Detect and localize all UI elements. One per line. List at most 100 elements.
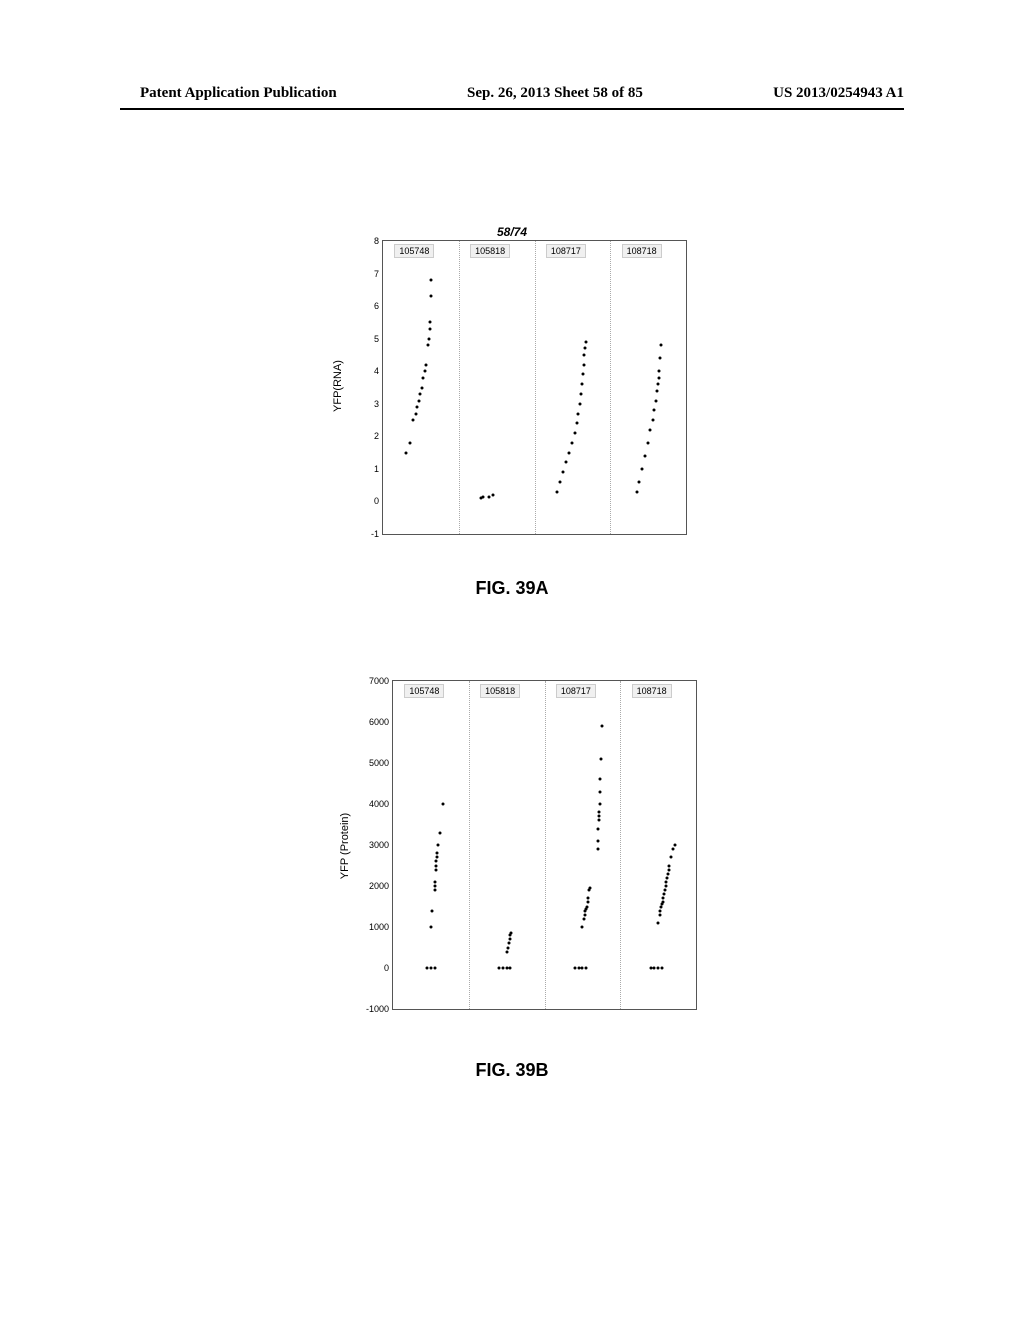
data-point (417, 399, 420, 402)
data-point (666, 876, 669, 879)
data-point (651, 419, 654, 422)
data-point (422, 376, 425, 379)
data-point (585, 905, 588, 908)
data-point (598, 819, 601, 822)
data-point (635, 490, 638, 493)
y-tick: 5000 (369, 758, 393, 768)
data-point (587, 897, 590, 900)
data-point (581, 383, 584, 386)
y-tick: 5 (374, 334, 383, 344)
data-point (598, 778, 601, 781)
patent-header: Patent Application Publication Sep. 26, … (0, 85, 1024, 102)
data-point (430, 279, 433, 282)
header-right: US 2013/0254943 A1 (773, 85, 904, 102)
data-point (585, 967, 588, 970)
data-point (501, 967, 504, 970)
data-point (404, 451, 407, 454)
data-point (644, 454, 647, 457)
data-point (657, 967, 660, 970)
header-center: Sep. 26, 2013 Sheet 58 of 85 (467, 85, 643, 102)
y-tick: 0 (384, 963, 393, 973)
data-point (598, 815, 601, 818)
data-point (431, 909, 434, 912)
y-tick: -1 (371, 529, 383, 539)
data-point (423, 370, 426, 373)
y-tick: 6 (374, 301, 383, 311)
data-point (599, 757, 602, 760)
data-point (425, 363, 428, 366)
y-tick: 3000 (369, 840, 393, 850)
plot-area-a: -1012345678105748105818108717108718 (382, 240, 687, 535)
data-point (433, 889, 436, 892)
panel-divider (610, 241, 611, 534)
data-point (598, 790, 601, 793)
data-point (583, 913, 586, 916)
data-point (658, 913, 661, 916)
data-point (510, 932, 513, 935)
data-point (435, 864, 438, 867)
data-point (573, 967, 576, 970)
data-point (508, 938, 511, 941)
data-point (429, 295, 432, 298)
data-point (653, 409, 656, 412)
data-point (577, 967, 580, 970)
data-point (581, 373, 584, 376)
header-rule (120, 108, 904, 110)
data-point (491, 493, 494, 496)
data-point (659, 357, 662, 360)
data-point (481, 495, 484, 498)
data-point (428, 327, 431, 330)
data-point (649, 967, 652, 970)
data-point (663, 893, 666, 896)
data-point (426, 967, 429, 970)
data-point (429, 926, 432, 929)
data-point (581, 926, 584, 929)
data-point (435, 860, 438, 863)
data-point (556, 490, 559, 493)
plot-area-b: -100001000200030004000500060007000105748… (392, 680, 697, 1010)
y-tick: 4 (374, 366, 383, 376)
y-tick: 1000 (369, 922, 393, 932)
data-point (433, 885, 436, 888)
data-point (657, 376, 660, 379)
panel-divider (545, 681, 546, 1009)
data-point (647, 441, 650, 444)
data-point (571, 441, 574, 444)
data-point (653, 967, 656, 970)
chart-39b: YFP (Protein) -1000010002000300040005000… (312, 680, 712, 1050)
data-point (573, 432, 576, 435)
data-point (663, 889, 666, 892)
y-tick: 8 (374, 236, 383, 246)
header-left: Patent Application Publication (140, 85, 337, 102)
data-point (412, 419, 415, 422)
data-point (437, 844, 440, 847)
panel-divider (469, 681, 470, 1009)
data-point (596, 839, 599, 842)
data-point (660, 344, 663, 347)
data-point (659, 909, 662, 912)
data-point (660, 967, 663, 970)
data-point (428, 321, 431, 324)
data-point (565, 461, 568, 464)
data-point (584, 347, 587, 350)
y-axis-label: YFP(RNA) (332, 360, 344, 412)
data-point (656, 383, 659, 386)
panel-label: 108718 (632, 684, 672, 698)
data-point (433, 880, 436, 883)
panel-label: 108717 (556, 684, 596, 698)
data-point (562, 471, 565, 474)
data-point (649, 428, 652, 431)
data-point (667, 868, 670, 871)
data-point (435, 856, 438, 859)
data-point (505, 967, 508, 970)
data-point (598, 803, 601, 806)
data-point (668, 864, 671, 867)
data-point (673, 844, 676, 847)
data-point (665, 880, 668, 883)
data-point (601, 725, 604, 728)
y-tick: 7 (374, 269, 383, 279)
data-point (428, 337, 431, 340)
y-tick: 2000 (369, 881, 393, 891)
data-point (583, 353, 586, 356)
data-point (662, 897, 665, 900)
